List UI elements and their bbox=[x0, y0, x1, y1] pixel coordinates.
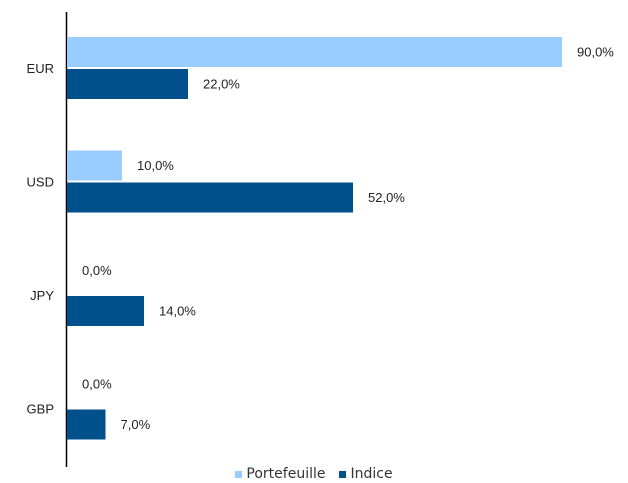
value-label-indice-eur: 22,0% bbox=[203, 77, 240, 92]
value-label-portefeuille-jpy: 0,0% bbox=[82, 263, 112, 278]
category-label-usd: USD bbox=[27, 175, 54, 190]
value-label-portefeuille-usd: 10,0% bbox=[137, 158, 174, 173]
legend-swatch-portefeuille bbox=[235, 470, 243, 478]
value-label-portefeuille-eur: 90,0% bbox=[577, 45, 614, 60]
bar-indice-jpy bbox=[67, 296, 144, 326]
category-label-gbp: GBP bbox=[27, 402, 54, 417]
bar-indice-gbp bbox=[67, 409, 106, 440]
legend-item-portefeuille: Portefeuille bbox=[235, 466, 325, 482]
legend-label-portefeuille: Portefeuille bbox=[246, 466, 326, 482]
category-label-jpy: JPY bbox=[30, 288, 54, 303]
legend-swatch-indice bbox=[339, 470, 347, 478]
bar-portefeuille-usd bbox=[67, 150, 122, 181]
legend-item-indice: Indice bbox=[339, 466, 393, 482]
bars bbox=[67, 37, 562, 440]
value-label-indice-gbp: 7,0% bbox=[121, 417, 151, 432]
category-labels: EUR USD JPY GBP bbox=[27, 61, 55, 417]
value-label-indice-jpy: 14,0% bbox=[159, 304, 196, 319]
legend: Portefeuille Indice bbox=[0, 466, 628, 482]
category-label-eur: EUR bbox=[27, 61, 54, 76]
legend-label-indice: Indice bbox=[350, 466, 393, 482]
value-labels: 90,0% 22,0% 10,0% 52,0% 0,0% 14,0% 0,0% 7,0% bbox=[82, 45, 614, 433]
value-label-portefeuille-gbp: 0,0% bbox=[82, 377, 112, 392]
value-label-indice-usd: 52,0% bbox=[368, 190, 405, 205]
bar-indice-eur bbox=[67, 69, 188, 99]
bar-portefeuille-eur bbox=[67, 37, 562, 67]
bar-indice-usd bbox=[67, 182, 353, 213]
